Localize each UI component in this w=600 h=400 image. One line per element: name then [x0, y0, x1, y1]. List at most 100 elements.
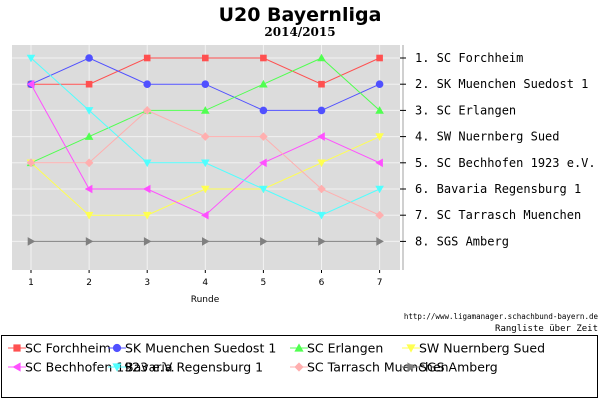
x-tick-label: 4 — [202, 278, 208, 288]
x-axis: 1 2 3 4 5 6 7 — [28, 270, 382, 288]
legend-item: SK Muenchen Suedost 1 — [108, 341, 276, 356]
data-point — [375, 158, 383, 168]
data-point — [142, 159, 152, 168]
series-lines — [26, 53, 384, 246]
data-point — [84, 132, 94, 140]
data-point — [259, 79, 268, 88]
data-point — [260, 237, 268, 246]
plot-area — [12, 45, 400, 270]
legend-marker — [12, 362, 21, 372]
legend-marker — [406, 344, 416, 353]
x-tick-label: 2 — [86, 278, 92, 288]
data-point — [26, 54, 36, 63]
x-axis-label: Runde — [191, 295, 220, 305]
legend-label: SC Tarrasch Muenchen — [307, 360, 449, 375]
x-tick-label: 7 — [377, 278, 383, 288]
legend-marker — [294, 362, 304, 372]
data-point — [143, 237, 152, 246]
rank-label: 3. SC Erlangen — [415, 103, 516, 117]
legend-marker — [112, 363, 122, 372]
legend-item: SW Nuernberg Sued — [402, 341, 545, 356]
series-6 — [26, 106, 384, 220]
data-point — [375, 185, 384, 194]
data-point — [259, 158, 267, 168]
series-7 — [27, 237, 384, 246]
data-point — [201, 210, 209, 220]
data-point — [318, 237, 326, 246]
data-point — [259, 185, 268, 194]
data-point — [26, 158, 36, 168]
data-point — [317, 132, 325, 141]
source-url[interactable]: http://www.ligamanager.schachbund-bayern… — [404, 312, 599, 321]
data-point — [201, 106, 210, 114]
legend-item: SC Forchheim — [8, 341, 111, 356]
data-point — [201, 159, 210, 168]
data-point — [376, 237, 384, 246]
legend-label: SC Bechhofen 1923 e.V. — [25, 360, 175, 375]
data-point — [259, 132, 268, 141]
legend-item: SC Tarrasch Muenchen — [290, 360, 449, 375]
legend-item: SC Bechhofen 1923 e.V. — [8, 360, 175, 375]
data-point — [84, 211, 94, 220]
data-point — [201, 80, 210, 88]
series-5 — [26, 54, 384, 220]
legend-items: SC Forchheim SK Muenchen Suedost 1 SC Erla… — [8, 341, 545, 375]
data-point — [142, 184, 151, 194]
x-tick-label: 6 — [319, 278, 325, 288]
data-point — [317, 159, 326, 168]
rank-label: 6. Bavaria Regensburg 1 — [415, 182, 581, 196]
legend-label: SW Nuernberg Sued — [419, 341, 545, 356]
chart-title: U20 Bayernliga — [219, 4, 382, 26]
data-point — [142, 106, 152, 115]
data-point — [143, 80, 151, 88]
legend-marker — [112, 343, 122, 353]
x-tick-label: 5 — [261, 278, 267, 288]
data-point — [375, 106, 384, 114]
x-tick-label: 1 — [28, 278, 34, 288]
rank-label: 8. SGS Amberg — [415, 234, 509, 248]
data-point — [375, 133, 384, 141]
data-point — [85, 80, 93, 88]
data-point — [375, 210, 384, 220]
data-point — [260, 54, 267, 62]
data-point — [85, 54, 93, 62]
data-point — [84, 184, 93, 194]
data-point — [27, 237, 36, 246]
series-4 — [26, 79, 383, 220]
data-point — [376, 54, 383, 62]
legend-label: SC Erlangen — [307, 341, 383, 356]
legend-item: SGS Amberg — [402, 360, 498, 375]
data-point — [317, 211, 326, 220]
legend-label: SK Muenchen Suedost 1 — [125, 341, 276, 356]
data-point — [142, 211, 152, 220]
data-point — [143, 54, 151, 62]
legend-label: SC Forchheim — [25, 341, 111, 356]
data-point — [26, 79, 35, 89]
legend-label: Bavaria Regensburg 1 — [125, 360, 263, 375]
rank-label: 7. SC Tarrasch Muenchen — [415, 208, 581, 222]
data-point — [317, 184, 326, 194]
data-point — [202, 237, 210, 246]
data-point — [375, 80, 384, 88]
x-tick-label: 3 — [144, 278, 150, 288]
data-point — [84, 158, 94, 168]
data-point — [84, 107, 94, 115]
legend-item: SC Erlangen — [290, 341, 383, 356]
legend-marker — [407, 362, 416, 372]
series-0 — [27, 54, 383, 88]
legend-marker — [13, 344, 21, 352]
data-point — [259, 106, 268, 115]
data-point — [317, 106, 326, 115]
rank-label: 4. SW Nuernberg Sued — [415, 130, 560, 144]
legend-item: Bavaria Regensburg 1 — [108, 360, 263, 375]
legend-label: SGS Amberg — [419, 360, 498, 375]
standings-labels: 1. SC Forchheim 2. SK Muenchen Suedost 1 3… — [400, 51, 596, 248]
rank-label: 5. SC Bechhofen 1923 e.V. — [415, 156, 596, 170]
data-point — [317, 53, 326, 62]
data-point — [202, 54, 209, 62]
legend-marker — [294, 343, 304, 352]
chart-caption: Rangliste über Zeit — [495, 324, 598, 334]
data-point — [201, 185, 210, 194]
